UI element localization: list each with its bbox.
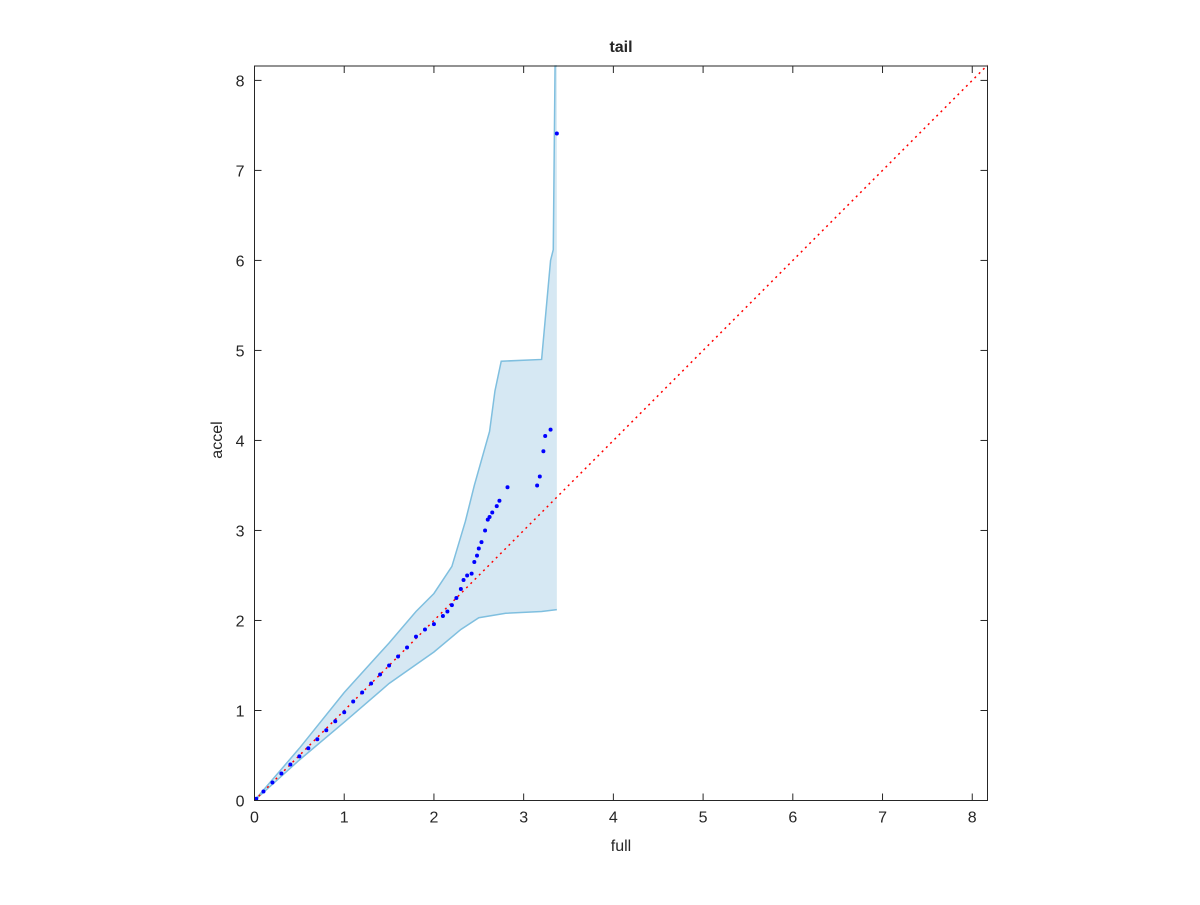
data-point (472, 559, 477, 564)
data-point (490, 510, 495, 515)
y-tick-label: 8 (236, 73, 245, 90)
data-point (469, 571, 474, 576)
data-point (483, 528, 488, 533)
band-lower (253, 608, 557, 802)
data-point (537, 474, 542, 479)
y-tick-label: 4 (236, 433, 245, 450)
data-point (270, 780, 275, 785)
x-tick-label: 1 (340, 810, 349, 827)
data-point (445, 609, 450, 614)
x-tick-label: 2 (429, 810, 438, 827)
data-point (440, 613, 445, 618)
reference-line (253, 64, 989, 802)
y-tick-label: 2 (236, 613, 245, 630)
x-tick-label: 5 (699, 810, 708, 827)
data-point (554, 131, 559, 136)
data-point (369, 681, 374, 686)
data-point (413, 634, 418, 639)
x-axis-label: full (611, 838, 631, 855)
data-point (288, 762, 293, 767)
data-point (505, 485, 510, 490)
y-tick-label: 7 (236, 163, 245, 180)
data-point (494, 504, 499, 509)
data-point (548, 427, 553, 432)
y-axis-label: accel (209, 421, 226, 458)
data-point (458, 586, 463, 591)
data-point (476, 546, 481, 551)
data-point (254, 796, 259, 801)
x-tick-label: 4 (609, 810, 618, 827)
band-fill (254, 66, 557, 801)
data-point (465, 573, 470, 578)
data-point (261, 789, 266, 794)
data-point (333, 719, 338, 724)
x-tick-label: 6 (788, 810, 797, 827)
data-point (541, 449, 546, 454)
y-tick-label: 0 (236, 794, 245, 811)
data-point (396, 654, 401, 659)
x-tick-label: 0 (250, 810, 259, 827)
data-point (497, 498, 502, 503)
data-point (351, 699, 356, 704)
data-point (475, 553, 480, 558)
y-tick-label: 6 (236, 253, 245, 270)
y-tick-label: 1 (236, 703, 245, 720)
data-point (461, 577, 466, 582)
x-tick-label: 7 (878, 810, 887, 827)
data-point (324, 728, 329, 733)
data-point (279, 771, 284, 776)
data-point (405, 645, 410, 650)
data-point (449, 603, 454, 608)
chart-title: tail (609, 39, 632, 56)
data-point (306, 746, 311, 751)
y-tick-label: 3 (236, 523, 245, 540)
data-point (315, 737, 320, 742)
data-point (535, 483, 540, 488)
x-tick-label: 3 (519, 810, 528, 827)
band-upper (253, 65, 557, 801)
data-point (297, 754, 302, 759)
data-point (487, 514, 492, 519)
data-point (431, 622, 436, 627)
data-point (454, 595, 459, 600)
y-tick-label: 5 (236, 343, 245, 360)
data-point (378, 672, 383, 677)
data-point (360, 690, 365, 695)
x-tick-label: 8 (968, 810, 977, 827)
data-point (342, 710, 347, 715)
data-point (422, 627, 427, 632)
data-point (479, 540, 484, 545)
data-point (543, 433, 548, 438)
plot-frame (254, 65, 988, 801)
data-point (387, 663, 392, 668)
